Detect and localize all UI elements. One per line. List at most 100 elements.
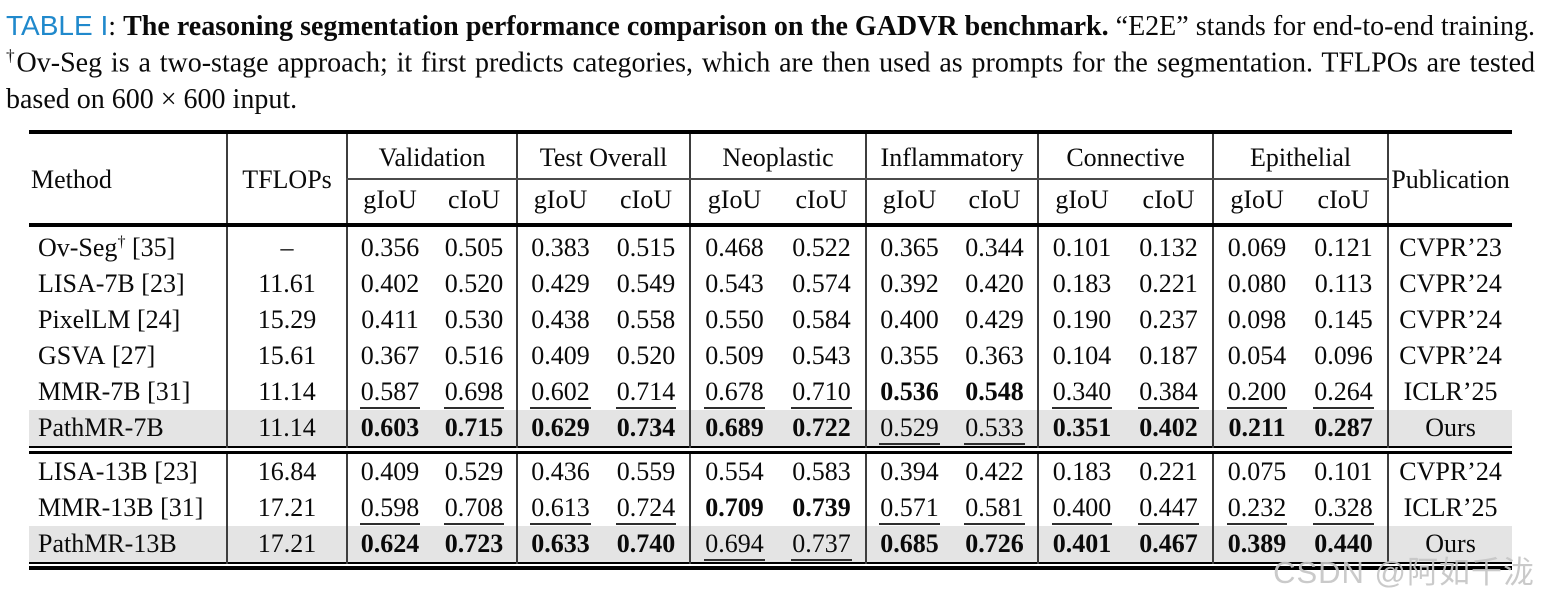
metric-value: 0.558 xyxy=(616,304,676,334)
method-name: GSVA xyxy=(38,340,106,370)
metric-cell: 0.694 xyxy=(689,526,779,564)
metric-cell: 0.543 xyxy=(689,265,779,302)
metric-value: 0.328 xyxy=(1313,493,1374,526)
metric-value: 0.549 xyxy=(616,268,676,298)
metric-value: 0.694 xyxy=(704,529,765,562)
metric-value: 0.698 xyxy=(443,376,505,409)
col-group-inflammatory: Inflammatory xyxy=(865,131,1039,180)
metric-value: 0.737 xyxy=(791,529,852,562)
metric-value: 0.739 xyxy=(792,493,851,523)
metric-cell: 0.624 xyxy=(346,526,432,564)
metric-value: 0.581 xyxy=(964,493,1025,526)
metric-cell: 0.075 xyxy=(1212,452,1301,491)
metric-value: 0.740 xyxy=(616,529,676,559)
metric-value: 0.584 xyxy=(792,304,851,334)
metric-value: 0.726 xyxy=(965,529,1024,559)
bottom-rule xyxy=(29,562,1513,571)
metric-cell: 0.355 xyxy=(865,337,953,374)
metric-value: 0.096 xyxy=(1314,340,1373,370)
metric-cell: 0.633 xyxy=(516,526,603,564)
metric-cell: 0.603 xyxy=(346,409,432,447)
metric-cell: 0.411 xyxy=(346,301,432,338)
metric-cell: 0.529 xyxy=(865,409,953,447)
metric-value: 0.132 xyxy=(1139,232,1198,262)
metric-cell: 0.211 xyxy=(1212,409,1301,447)
table-body: Ov-Seg† [35] –0.356 0.505 0.383 0.515 0.468 0.… xyxy=(29,224,1513,571)
metric-value: 0.098 xyxy=(1227,304,1287,334)
metric-cell: 0.400 xyxy=(865,301,953,338)
metric-cell: 0.080 xyxy=(1212,265,1301,302)
table-row: GSVA [27] 15.61 0.367 0.516 0.409 0.520 0.509 0… xyxy=(29,337,1513,374)
method-cell: GSVA [27] xyxy=(29,338,227,374)
metric-value: 0.101 xyxy=(1052,232,1112,262)
method-citation: [23] xyxy=(147,457,198,487)
metric-cell: 0.363 xyxy=(952,338,1038,374)
metric-value: 0.409 xyxy=(360,457,420,487)
subcol-giou: gIoU xyxy=(346,178,432,227)
table-row: PathMR-13B 17.21 0.624 0.723 0.633 0.740 0.694… xyxy=(29,526,1513,564)
table-row: MMR-13B [31] 17.21 0.598 0.708 0.613 0.724 0.7… xyxy=(29,490,1513,527)
metric-cell: 0.384 xyxy=(1125,374,1213,410)
method-cell: LISA-7B [23] xyxy=(29,266,227,302)
metric-value: 0.211 xyxy=(1228,412,1286,442)
caption-separator: : xyxy=(108,11,124,42)
method-cell: MMR-13B [31] xyxy=(29,490,227,526)
table-row: Ov-Seg† [35] –0.356 0.505 0.383 0.515 0.468 0.… xyxy=(29,224,1513,266)
col-header-publication: Publication xyxy=(1387,131,1513,227)
metric-value: 0.287 xyxy=(1314,412,1373,442)
metric-cell: 0.678 xyxy=(689,373,779,410)
metric-cell: 0.438 xyxy=(516,301,603,338)
metric-value: 0.714 xyxy=(615,376,677,409)
metric-cell: 0.584 xyxy=(778,302,866,338)
metric-value: 0.633 xyxy=(531,529,590,559)
metric-cell: 0.734 xyxy=(603,409,691,447)
metric-value: 0.533 xyxy=(964,412,1025,445)
metric-value: 0.554 xyxy=(705,457,764,487)
publication-cell: CVPR’24 xyxy=(1387,301,1513,338)
metric-cell: 0.737 xyxy=(778,526,867,564)
metric-value: 0.221 xyxy=(1139,457,1198,487)
metric-cell: 0.581 xyxy=(952,490,1038,526)
metric-value: 0.629 xyxy=(531,412,590,442)
metric-cell: 0.422 xyxy=(952,453,1038,491)
subcol-giou: gIoU xyxy=(1212,178,1301,227)
metric-value: 0.709 xyxy=(705,493,764,523)
metric-value: 0.411 xyxy=(361,304,419,334)
subcol-giou: gIoU xyxy=(865,178,953,227)
metric-cell: 0.394 xyxy=(865,452,953,491)
metric-value: 0.529 xyxy=(879,412,940,445)
metric-cell: 0.400 xyxy=(1037,490,1126,527)
metric-cell: 0.522 xyxy=(778,225,866,266)
metric-cell: 0.287 xyxy=(1300,409,1389,447)
metric-value: 0.509 xyxy=(705,340,764,370)
publication-cell: CVPR’24 xyxy=(1387,452,1513,491)
publication-cell: Ours xyxy=(1387,526,1513,564)
metric-cell: 0.054 xyxy=(1212,337,1301,374)
metric-cell: 0.101 xyxy=(1037,224,1126,266)
metric-value: 0.574 xyxy=(792,268,851,298)
table-row: LISA-13B [23] 16.84 0.409 0.529 0.436 0.559 0.… xyxy=(29,452,1513,491)
metric-cell: 0.200 xyxy=(1212,373,1301,410)
metric-cell: 0.505 xyxy=(432,225,517,266)
metric-cell: 0.145 xyxy=(1300,302,1388,338)
metric-cell: 0.529 xyxy=(432,453,517,491)
tflops-cell: 15.61 xyxy=(226,337,347,374)
metric-cell: 0.543 xyxy=(778,338,866,374)
metric-cell: 0.096 xyxy=(1300,338,1388,374)
metric-cell: 0.467 xyxy=(1125,526,1214,564)
metric-cell: 0.402 xyxy=(346,265,432,302)
metric-value: 0.429 xyxy=(965,304,1024,334)
metric-cell: 0.351 xyxy=(1037,409,1126,447)
subcol-ciou: cIoU xyxy=(1300,178,1389,227)
metric-value: 0.516 xyxy=(444,340,504,370)
method-cell: LISA-13B [23] xyxy=(29,453,227,491)
metric-value: 0.447 xyxy=(1138,493,1199,526)
metric-value: 0.237 xyxy=(1139,304,1198,334)
col-header-tflops: TFLOPs xyxy=(226,131,347,227)
col-group-validation: Validation xyxy=(346,131,517,180)
metric-value: 0.101 xyxy=(1314,457,1373,487)
tflops-cell: 11.14 xyxy=(226,373,347,410)
metric-cell: 0.710 xyxy=(778,374,866,410)
tflops-cell: – xyxy=(226,224,347,266)
subcol-giou: gIoU xyxy=(689,178,779,227)
